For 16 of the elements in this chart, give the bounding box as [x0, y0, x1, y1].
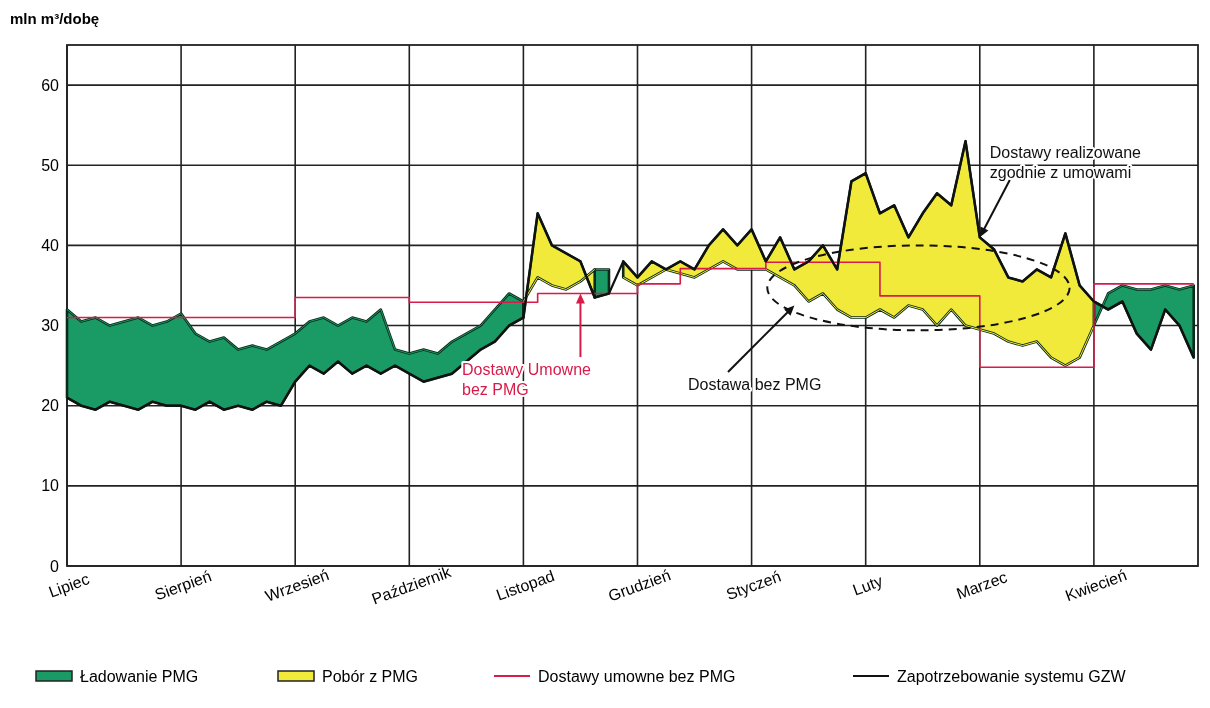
- y-tick-label: 50: [41, 156, 60, 174]
- legend-label: Dostawy umowne bez PMG: [538, 667, 736, 685]
- y-tick-label: 0: [50, 557, 60, 575]
- y-tick-label: 60: [41, 76, 60, 94]
- legend-label: Zapotrzebowanie systemu GZW: [897, 667, 1127, 685]
- x-tick-label: Marzec: [954, 568, 1010, 603]
- legend-label: Ładowanie PMG: [80, 667, 199, 685]
- annotation: Dostawa bez PMG: [688, 376, 822, 393]
- y-tick-label: 40: [41, 236, 60, 254]
- y-tick-label: 10: [41, 477, 60, 495]
- y-axis-title: mln m³/dobę: [10, 10, 100, 27]
- legend-label: Pobór z PMG: [322, 667, 419, 685]
- y-tick-label: 20: [41, 397, 60, 415]
- line-series: [65, 140, 1195, 411]
- y-tick-label: 30: [41, 317, 60, 335]
- x-tick-label: Luty: [850, 572, 885, 599]
